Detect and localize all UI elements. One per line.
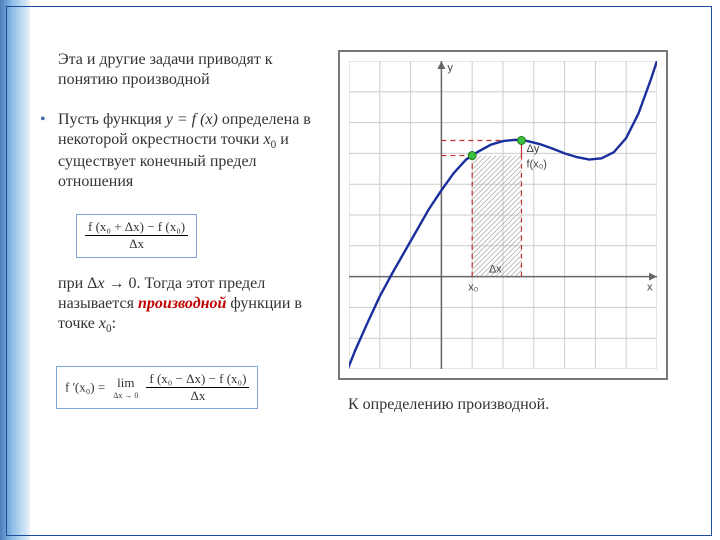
formula1-den: Δx: [85, 236, 188, 252]
left-column: Эта и другие задачи приводят к понятию п…: [40, 50, 320, 417]
para2-func: y = f (x): [166, 111, 218, 128]
para-limit: при Δx → 0. Тогда этот предел называется…: [58, 274, 320, 336]
formula1-box: f (x₀ + Δx) − f (x₀) Δx: [76, 214, 197, 258]
content: Эта и другие задачи приводят к понятию п…: [40, 50, 680, 520]
formula1-num: f (x₀ + Δx) − f (x₀): [85, 219, 188, 236]
graph-border: y x Δy f(x₀) Δx x₀: [338, 50, 668, 380]
graph-caption: К определению производной.: [338, 396, 668, 414]
para3-pre: при Δ: [58, 275, 97, 292]
formula2-box: f '(x₀) = lim Δx → 0 f (x₀ − Δx) − f (x₀…: [56, 366, 258, 410]
svg-text:Δy: Δy: [526, 143, 539, 155]
svg-text:f(x₀): f(x₀): [526, 159, 546, 171]
para3-x0: x: [99, 315, 106, 332]
svg-text:Δx: Δx: [489, 264, 502, 276]
para-intro: Эта и другие задачи приводят к понятию п…: [58, 50, 320, 90]
para-definition: • Пусть функция y = f (x) определена в н…: [58, 110, 320, 192]
formula2-wrap: f '(x₀) = lim Δx → 0 f (x₀ − Δx) − f (x₀…: [56, 358, 320, 418]
formula2-lim-sub: Δx → 0: [113, 391, 138, 401]
formula2-lhs: f '(x₀) =: [65, 380, 105, 395]
bullet-icon: •: [40, 110, 54, 130]
graph-container: y x Δy f(x₀) Δx x₀ К определению производной.: [338, 50, 668, 414]
svg-text:x₀: x₀: [468, 282, 478, 294]
para2-x0: x: [264, 131, 271, 148]
para3-post2: :: [112, 315, 116, 332]
para3-x: x: [97, 275, 104, 292]
svg-text:y: y: [447, 62, 453, 74]
para2-pre: Пусть функция: [58, 111, 166, 128]
formula2-num: f (x₀ − Δx) − f (x₀): [146, 371, 249, 388]
para3-deriv: производной: [138, 295, 226, 312]
formula1-wrap: f (x₀ + Δx) − f (x₀) Δx: [76, 206, 320, 266]
formula2-den: Δx: [146, 388, 249, 404]
formula2-lim: lim: [113, 375, 138, 391]
svg-text:x: x: [647, 282, 653, 294]
derivative-graph: y x Δy f(x₀) Δx x₀: [349, 61, 657, 369]
